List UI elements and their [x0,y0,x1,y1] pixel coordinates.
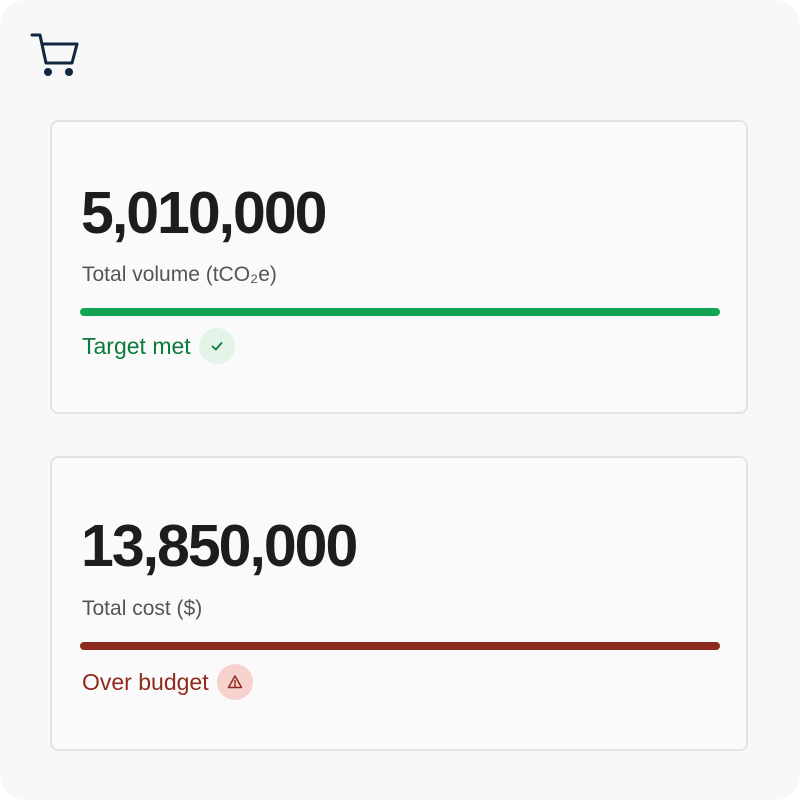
total-volume-card: 5,010,000 Total volume (tCO₂e) Target me… [50,120,748,414]
total-volume-value: 5,010,000 [81,180,327,246]
target-status-badge [198,328,235,364]
target-status-text: Target met [82,332,191,359]
total-cost-progress-bar [80,642,720,650]
check-icon [211,342,223,351]
total-cost-card: 13,850,000 Total cost ($) Over budget [50,456,748,751]
total-cost-value: 13,850,000 [81,513,358,579]
budget-status-badge [216,664,253,700]
budget-status-text: Over budget [82,668,209,695]
target-status: Target met [82,328,235,364]
shopping-cart-icon[interactable] [30,30,80,78]
warning-icon [227,675,242,689]
total-volume-label: Total volume (tCO₂e) [82,263,277,286]
total-volume-progress-fill [80,308,720,316]
budget-status: Over budget [82,664,253,700]
total-volume-progress-bar [80,308,720,316]
total-cost-label: Total cost ($) [82,597,203,620]
total-cost-progress-fill [80,642,720,650]
